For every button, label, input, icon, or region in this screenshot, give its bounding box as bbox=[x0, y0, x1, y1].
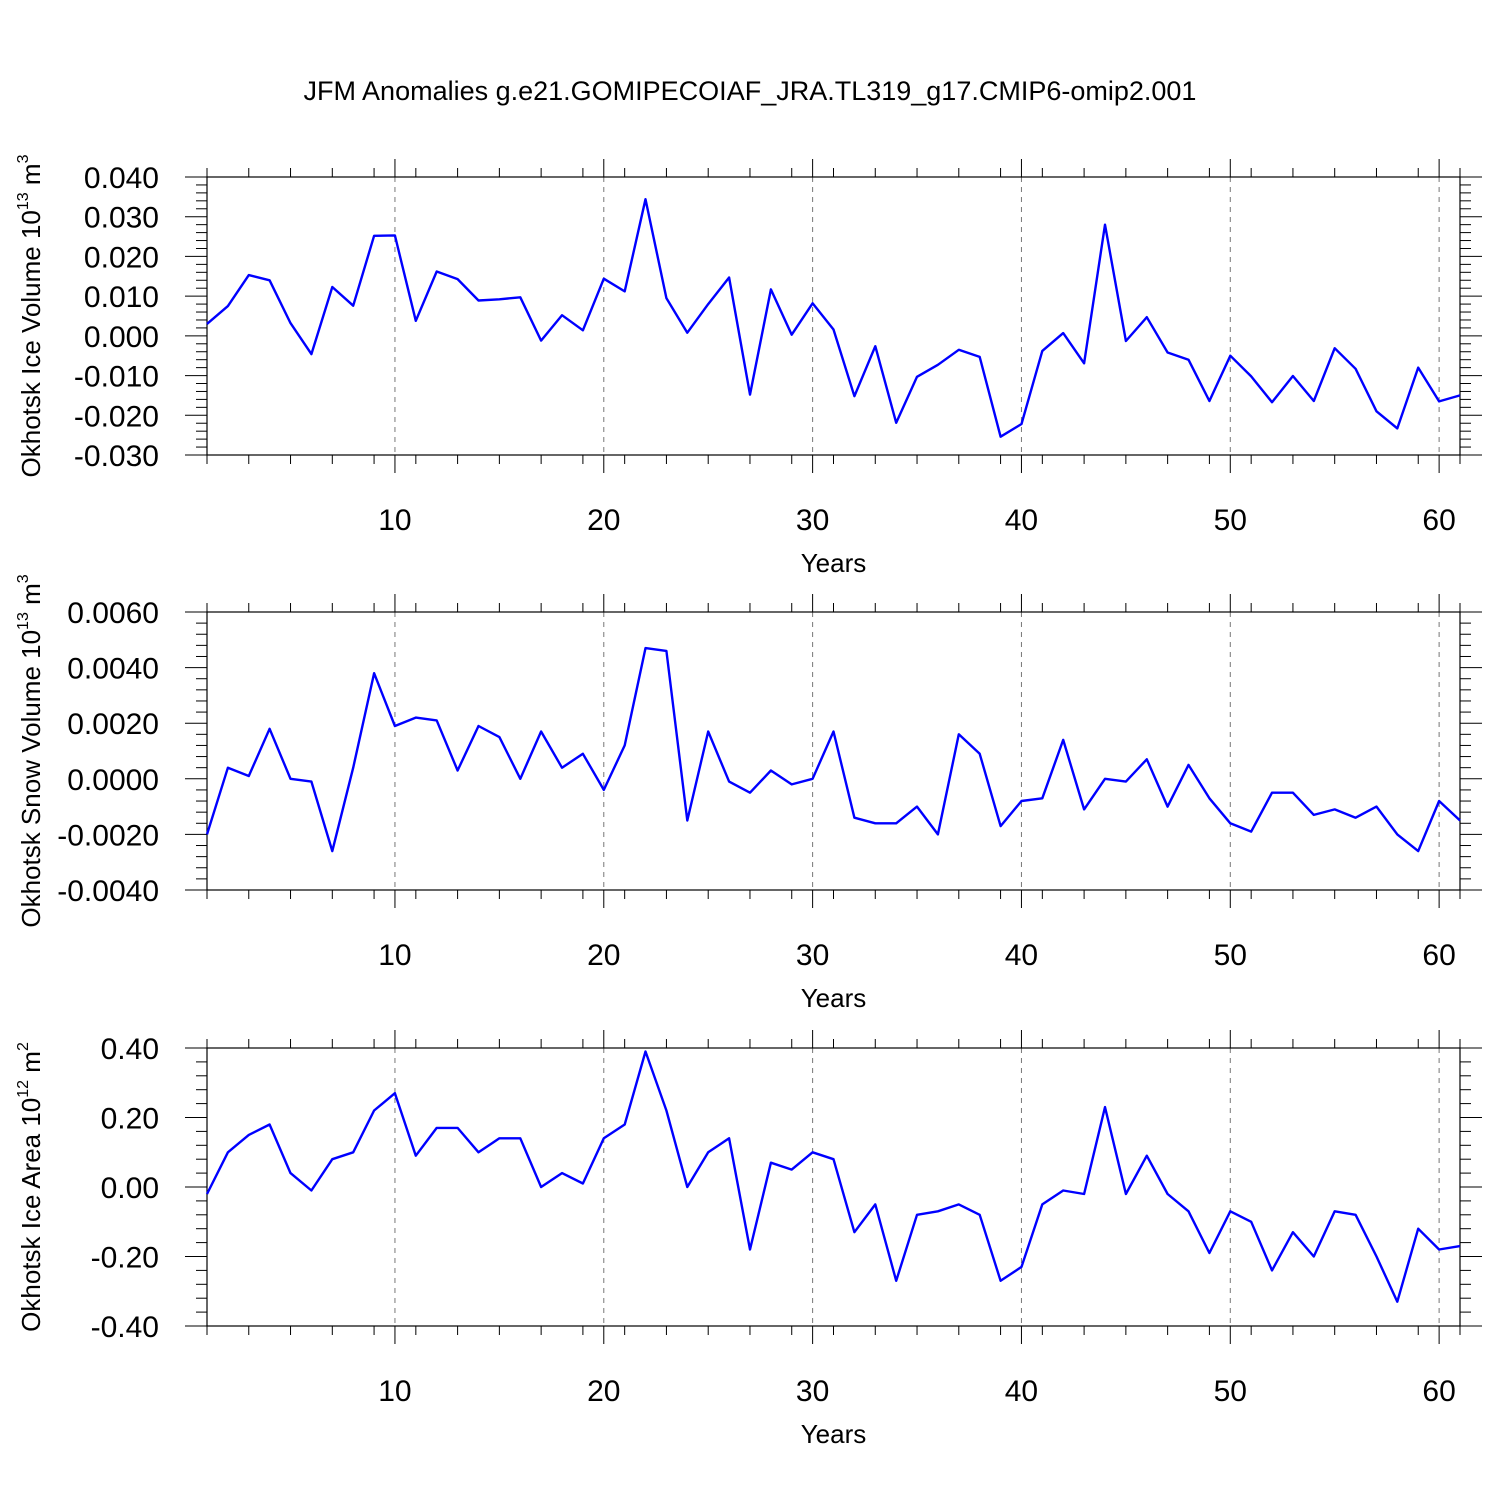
x-tick-label: 30 bbox=[796, 504, 829, 537]
panel-snow-volume: 10 20 30 40 50 60 -0.0040 -0.0020 0.0000 0.0020 0.… bbox=[15, 574, 1482, 1013]
y-tick-label: -0.030 bbox=[74, 440, 159, 473]
y-tick-label: 0.40 bbox=[101, 1033, 159, 1066]
y-tick-label: 0.0060 bbox=[67, 597, 159, 630]
y-tick-label: 0.0020 bbox=[67, 708, 159, 741]
x-tick-label: 40 bbox=[1005, 939, 1038, 972]
y-tick-label: -0.40 bbox=[91, 1311, 159, 1344]
y-tick-label: -0.020 bbox=[74, 400, 159, 433]
x-tick-label: 10 bbox=[378, 939, 411, 972]
x-tick-label: 60 bbox=[1422, 504, 1455, 537]
y-tick-label: 0.000 bbox=[84, 321, 159, 354]
x-tick-label: 20 bbox=[587, 939, 620, 972]
x-tick-label: 10 bbox=[378, 504, 411, 537]
x-tick-label: 60 bbox=[1422, 1375, 1455, 1408]
y-axis-label: Okhotsk Snow Volume 1013 m3 bbox=[15, 574, 46, 927]
y-tick-label: 0.20 bbox=[101, 1103, 159, 1136]
x-tick-label: 30 bbox=[796, 1375, 829, 1408]
y-tick-label: -0.0040 bbox=[57, 875, 159, 908]
plot-frame bbox=[206, 1047, 1461, 1327]
x-axis-label: Years bbox=[801, 1419, 867, 1449]
y-tick-label: -0.20 bbox=[91, 1242, 159, 1275]
y-tick-label: 0.020 bbox=[84, 241, 159, 274]
y-tick-label: 0.0040 bbox=[67, 653, 159, 686]
x-tick-label: 30 bbox=[796, 939, 829, 972]
x-tick-label: 50 bbox=[1214, 1375, 1247, 1408]
x-tick-label: 50 bbox=[1214, 939, 1247, 972]
y-tick-label: -0.0020 bbox=[57, 819, 159, 852]
x-tick-label: 40 bbox=[1005, 1375, 1038, 1408]
series-line bbox=[205, 646, 1461, 853]
y-axis-label: Okhotsk Ice Volume 1013 m3 bbox=[15, 154, 46, 477]
series-line bbox=[205, 1050, 1461, 1303]
y-tick-label: 0.00 bbox=[101, 1172, 159, 1205]
y-tick-label: 0.030 bbox=[84, 202, 159, 235]
y-tick-label: 0.040 bbox=[84, 162, 159, 195]
x-tick-label: 20 bbox=[587, 1375, 620, 1408]
y-axis-label: Okhotsk Ice Area 1012 m2 bbox=[15, 1042, 46, 1332]
plot-frame bbox=[206, 611, 1461, 891]
x-tick-label: 60 bbox=[1422, 939, 1455, 972]
x-axis-label: Years bbox=[801, 548, 867, 578]
y-tick-label: 0.010 bbox=[84, 281, 159, 314]
x-tick-label: 40 bbox=[1005, 504, 1038, 537]
y-tick-label: -0.010 bbox=[74, 361, 159, 394]
x-axis-label: Years bbox=[801, 983, 867, 1013]
panel-ice-area: 10 20 30 40 50 60 -0.40 -0.20 0.00 0.20 0.40 Years O… bbox=[15, 1030, 1482, 1449]
panel-ice-volume: 10 20 30 40 50 60 -0.030 -0.020 -0.010 0.000 0.010… bbox=[15, 154, 1482, 578]
x-tick-label: 50 bbox=[1214, 504, 1247, 537]
series-line bbox=[206, 197, 1461, 438]
x-tick-label: 20 bbox=[587, 504, 620, 537]
figure-title: JFM Anomalies g.e21.GOMIPECOIAF_JRA.TL31… bbox=[304, 76, 1197, 106]
plot-frame bbox=[206, 176, 1461, 456]
y-tick-label: 0.0000 bbox=[67, 764, 159, 797]
x-tick-label: 10 bbox=[378, 1375, 411, 1408]
